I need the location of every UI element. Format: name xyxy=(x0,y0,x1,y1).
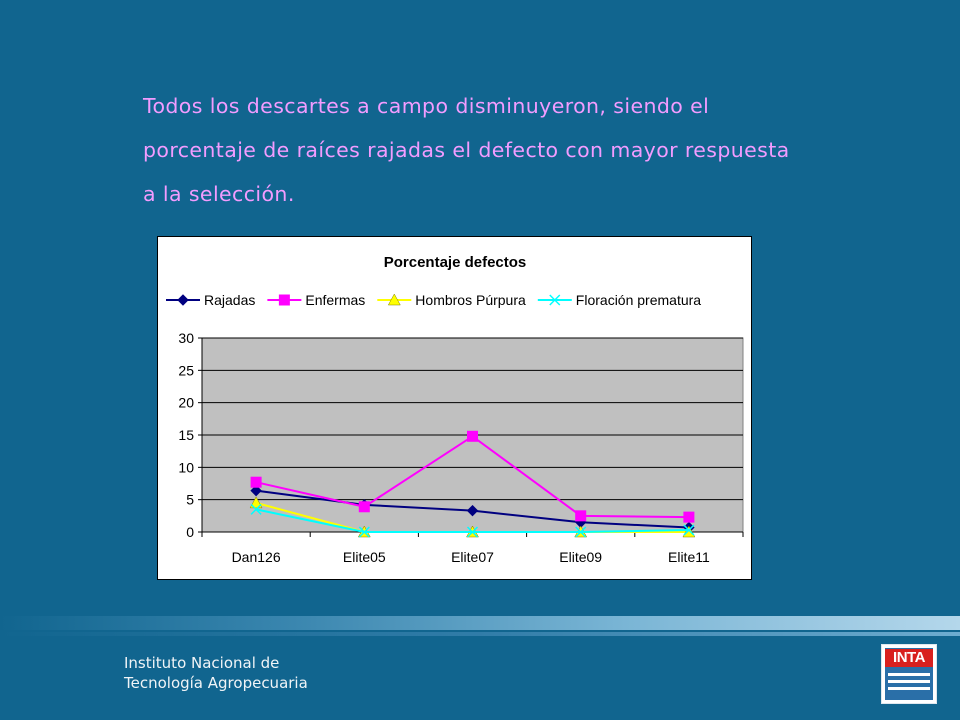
point-3-2 xyxy=(466,526,479,538)
point-2-0 xyxy=(249,496,263,509)
institute-line-1: Instituto Nacional de xyxy=(124,654,280,672)
legend-marker-3-b xyxy=(549,294,561,306)
series-3 xyxy=(250,503,695,538)
point-1-4 xyxy=(683,511,695,523)
x-tick-label-Elite07: Elite07 xyxy=(451,549,494,565)
legend-label-1: Enfermas xyxy=(305,292,365,308)
x-tick-label-Elite11: Elite11 xyxy=(668,549,710,565)
logo-stripe-1 xyxy=(888,673,930,676)
axes: 0 5 10 15 20 25 30 Dan126 Elite05 Elite07 Elite09 E… xyxy=(178,330,744,565)
point-3-2-b xyxy=(466,526,479,538)
y-tick-label-15: 15 xyxy=(178,427,194,443)
point-0-0 xyxy=(250,484,262,497)
point-3-4-b xyxy=(683,524,695,536)
point-3-0 xyxy=(250,503,262,515)
body-line-3: a la selección. xyxy=(143,182,295,206)
body-line-1: Todos los descartes a campo disminuyeron… xyxy=(143,94,710,118)
legend-marker-3 xyxy=(549,294,561,306)
logo-stripe-3 xyxy=(888,687,930,690)
line-chart: Porcentaje defectos Rajadas Enfermas Hombr… xyxy=(157,236,752,580)
institute-line-2: Tecnología Agropecuaria xyxy=(124,674,308,692)
point-1-2 xyxy=(467,430,478,442)
inta-logo: INTA xyxy=(881,644,937,704)
y-tick-label-10: 10 xyxy=(178,459,194,475)
series-1 xyxy=(250,430,695,523)
legend-item-2: Hombros Púrpura xyxy=(377,292,526,308)
series-group xyxy=(249,430,696,538)
body-line-2: porcentaje de raíces rajadas el defecto … xyxy=(143,138,790,162)
point-3-3 xyxy=(575,526,587,538)
point-1-3 xyxy=(575,510,587,522)
y-tick-label-20: 20 xyxy=(178,395,194,411)
institute-name: Instituto Nacional de Tecnología Agropec… xyxy=(124,653,308,693)
point-2-4 xyxy=(682,525,696,538)
footer-stripe xyxy=(0,616,960,630)
footer-stripe-thin xyxy=(0,632,960,636)
point-3-4 xyxy=(683,524,695,536)
x-tick-label-Elite09: Elite09 xyxy=(559,549,602,565)
y-tick-label-5: 5 xyxy=(186,492,194,508)
legend-label-2: Hombros Púrpura xyxy=(415,292,526,308)
slide-body-text: Todos los descartes a campo disminuyeron… xyxy=(143,84,863,216)
legend-label-0: Rajadas xyxy=(204,292,255,308)
y-tick-label-25: 25 xyxy=(178,362,194,378)
point-3-0-b xyxy=(250,503,262,515)
legend-marker-0 xyxy=(177,294,189,306)
legend-item-3: Floración prematura xyxy=(537,292,701,308)
x-tick-label-Elite05: Elite05 xyxy=(343,549,386,565)
point-3-3-b xyxy=(575,526,587,538)
legend-marker-1 xyxy=(278,294,290,306)
y-tick-label-30: 30 xyxy=(178,330,194,346)
legend-item-1: Enfermas xyxy=(267,292,365,308)
y-tick-label-0: 0 xyxy=(186,524,194,540)
chart-svg: Porcentaje defectos Rajadas Enfermas Hombr… xyxy=(166,254,744,565)
logo-stripe-2 xyxy=(888,680,930,683)
x-tick-label-Dan126: Dan126 xyxy=(232,549,281,565)
point-1-0 xyxy=(250,476,262,488)
point-3-1-b xyxy=(358,526,370,538)
legend-item-0: Rajadas xyxy=(166,292,255,308)
logo-text: INTA xyxy=(885,649,933,667)
chart-title: Porcentaje defectos xyxy=(384,254,527,271)
legend-label-3: Floración prematura xyxy=(576,292,701,308)
chart-legend: Rajadas Enfermas Hombros Púrpura Floración … xyxy=(166,292,701,308)
point-3-1 xyxy=(358,526,370,538)
point-1-1 xyxy=(358,501,370,513)
legend-marker-2 xyxy=(387,293,401,306)
point-0-2 xyxy=(466,504,479,517)
